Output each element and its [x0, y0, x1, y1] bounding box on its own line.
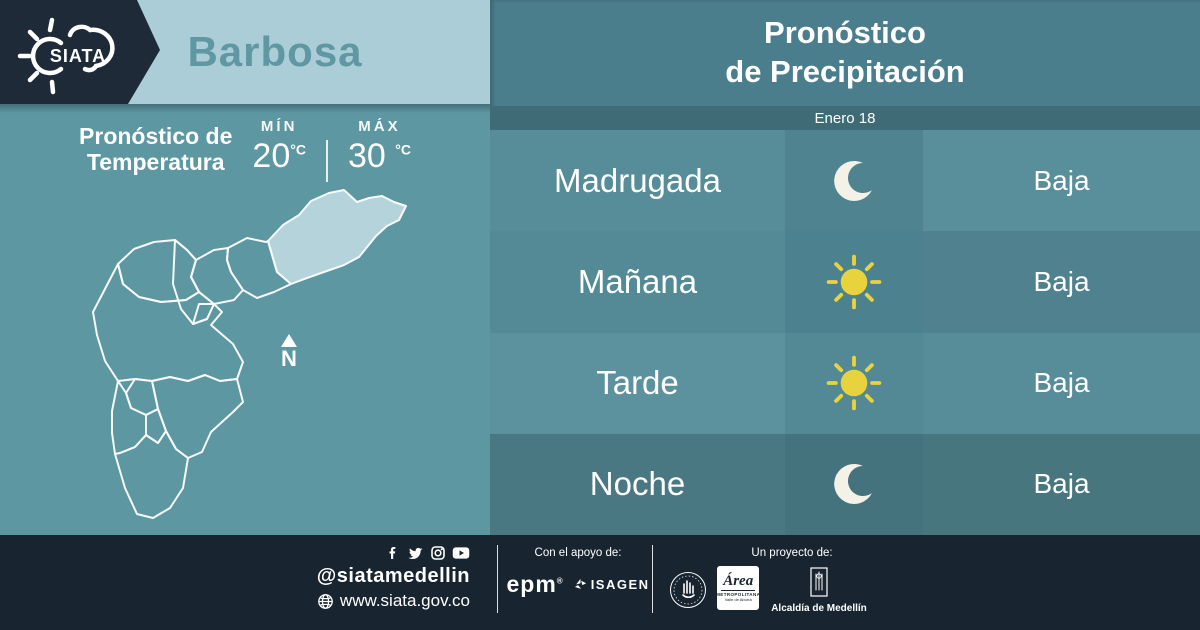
- moon-icon: [834, 464, 872, 505]
- siata-banner: SIATA: [0, 0, 160, 104]
- map-region-barbosa: [267, 189, 407, 285]
- social-icons: [317, 544, 470, 562]
- temperature-min: MÍN 20°C: [252, 118, 306, 176]
- temperature-title: Pronóstico de Temperatura: [79, 123, 233, 175]
- header-shadow: [0, 104, 490, 113]
- left-panel: Barbosa: [0, 0, 490, 535]
- forecast-row-noche: Noche Baja: [490, 433, 1200, 535]
- north-label: N: [281, 346, 297, 371]
- precipitation-title: Pronóstico de Precipitación: [725, 15, 965, 89]
- precipitation-level: Baja: [923, 231, 1200, 333]
- weather-icon-cell: [785, 433, 923, 535]
- epm-logo: epm®: [506, 571, 564, 597]
- forecast-row-manana: Mañana Baja: [490, 231, 1200, 333]
- youtube-icon[interactable]: [452, 545, 470, 561]
- support-block: Con el apoyo de: epm® ISAGEN: [506, 547, 650, 597]
- weather-icon-cell: [785, 130, 923, 232]
- min-value: 20°C: [252, 137, 306, 175]
- forecast-row-madrugada: Madrugada Baja: [490, 130, 1200, 232]
- max-value: 30 °C: [347, 137, 411, 175]
- precipitation-level: Baja: [923, 433, 1200, 535]
- weather-icon-cell: [785, 332, 923, 434]
- area-metropolitana-logo: Área METROPOLITANA Valle de Aburrá: [716, 566, 760, 610]
- facebook-icon[interactable]: [385, 545, 401, 561]
- project-logos: Área METROPOLITANA Valle de Aburrá Alcal…: [712, 566, 872, 614]
- min-max-divider: [325, 140, 328, 182]
- footer-divider-2: [652, 545, 653, 613]
- aburra-valley-map: [92, 189, 407, 519]
- siata-brand-text: SIATA: [50, 46, 106, 66]
- alcaldia-emblem-icon: [810, 567, 828, 597]
- moon-icon: [834, 160, 872, 201]
- city-seal-logo: [670, 572, 706, 608]
- website-row[interactable]: www.siata.gov.co: [317, 591, 470, 611]
- period-label: Madrugada: [490, 130, 785, 232]
- forecast-row-tarde: Tarde Baja: [490, 332, 1200, 434]
- period-label: Mañana: [490, 231, 785, 333]
- siata-logo: SIATA: [17, 17, 115, 95]
- north-arrow-icon: [281, 334, 297, 347]
- temperature-block: Pronóstico de Temperatura MÍN 20°C MÁX 3…: [0, 118, 490, 182]
- footer: @siatamedellin www.siata.gov.co Con el a…: [0, 535, 1200, 630]
- temperature-max: MÁX 30 °C: [348, 118, 411, 176]
- project-block: Un proyecto de: Área METROPOLITANA Valle…: [712, 547, 872, 614]
- support-label: Con el apoyo de:: [534, 547, 622, 559]
- twitter-icon[interactable]: [407, 545, 424, 562]
- forecast-date: Enero 18: [490, 106, 1200, 130]
- min-label: MÍN: [260, 118, 298, 135]
- north-arrow: N: [271, 334, 307, 370]
- globe-icon: [318, 593, 333, 609]
- footer-divider-1: [497, 545, 498, 613]
- precipitation-level: Baja: [923, 332, 1200, 434]
- isagen-mark-icon: [574, 578, 586, 589]
- precipitation-panel: Pronóstico de Precipitación Enero 18 Mad…: [490, 0, 1200, 535]
- alcaldia-logo: Alcaldía de Medellín: [771, 566, 867, 614]
- period-label: Tarde: [490, 332, 785, 434]
- social-block: @siatamedellin www.siata.gov.co: [317, 544, 470, 611]
- precipitation-level: Baja: [923, 130, 1200, 232]
- max-label: MÁX: [358, 118, 401, 135]
- support-logos: epm® ISAGEN: [506, 571, 650, 597]
- social-handle[interactable]: @siatamedellin: [316, 565, 470, 587]
- sun-icon: [826, 355, 882, 411]
- forecast-rows: Madrugada Baja Mañana Baja Tarde: [490, 130, 1200, 535]
- instagram-icon[interactable]: [430, 545, 446, 561]
- sun-icon: [826, 254, 882, 310]
- isagen-logo: ISAGEN: [573, 577, 650, 592]
- municipality-title: Barbosa: [187, 28, 363, 75]
- project-label: Un proyecto de:: [751, 547, 833, 559]
- period-label: Noche: [490, 433, 785, 535]
- weather-icon-cell: [785, 231, 923, 333]
- website-url: www.siata.gov.co: [339, 591, 470, 610]
